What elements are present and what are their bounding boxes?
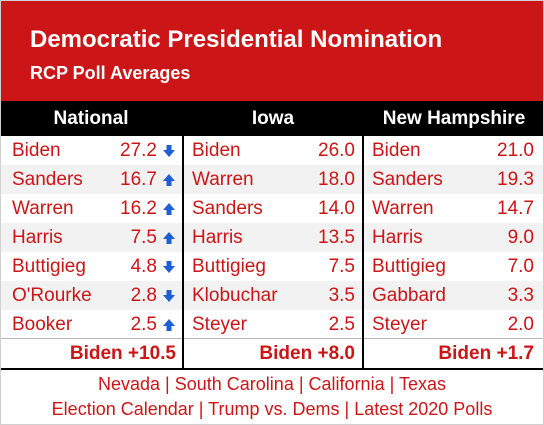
- link-separator: |: [198, 399, 204, 419]
- candidate-name[interactable]: Klobuchar: [192, 285, 278, 306]
- link-separator: |: [389, 374, 395, 394]
- summary-new-hampshire: Biden +1.7: [438, 343, 534, 364]
- poll-value: 16.7: [120, 169, 157, 190]
- poll-value: 16.2: [120, 198, 157, 219]
- footer-links-states: Nevada | South Carolina | California | T…: [0, 374, 544, 395]
- footer-link[interactable]: Nevada: [97, 374, 161, 394]
- footer-links-more: Election Calendar | Trump vs. Dems | Lat…: [0, 399, 544, 420]
- candidate-name[interactable]: O'Rourke: [12, 285, 92, 306]
- candidate-name[interactable]: Biden: [372, 140, 421, 161]
- link-separator: |: [165, 374, 170, 394]
- footer-link[interactable]: South Carolina: [174, 374, 294, 394]
- poll-value: 3.3: [507, 285, 534, 306]
- widget-header: Democratic Presidential Nomination RCP P…: [0, 0, 544, 101]
- footer-link[interactable]: Texas: [398, 374, 447, 394]
- poll-value: 7.0: [507, 256, 534, 277]
- footer-link[interactable]: California: [308, 374, 385, 394]
- table-bottom-rule: [0, 368, 544, 370]
- candidate-name[interactable]: Biden: [192, 140, 241, 161]
- candidate-name[interactable]: Warren: [192, 169, 254, 190]
- poll-value: 7.5: [328, 256, 355, 277]
- candidate-name[interactable]: Buttigieg: [192, 256, 266, 277]
- candidate-name[interactable]: Warren: [12, 198, 74, 219]
- widget-subtitle: RCP Poll Averages: [30, 63, 191, 83]
- candidate-name[interactable]: Buttigieg: [372, 256, 446, 277]
- arrow-up-icon: [163, 203, 175, 215]
- table-row: Harris 7.5 Harris 13.5 Harris 9.0: [0, 223, 544, 252]
- table-row: O'Rourke 2.8 Klobuchar 3.5 Gabbard 3.3: [0, 281, 544, 310]
- candidate-name[interactable]: Sanders: [192, 198, 263, 219]
- poll-value: 2.8: [130, 285, 157, 306]
- candidate-name[interactable]: Sanders: [12, 169, 83, 190]
- footer-link[interactable]: Trump vs. Dems: [208, 399, 340, 419]
- poll-value: 26.0: [318, 140, 355, 161]
- candidate-name[interactable]: Sanders: [372, 169, 443, 190]
- footer-link[interactable]: Latest 2020 Polls: [354, 399, 493, 419]
- poll-value: 4.8: [130, 256, 157, 277]
- summary-national: Biden +10.5: [69, 343, 176, 364]
- summary-divider: [0, 338, 544, 339]
- table-row: Biden 27.2 Biden 26.0 Biden 21.0: [0, 136, 544, 165]
- link-separator: |: [344, 399, 350, 419]
- widget-title: Democratic Presidential Nomination: [30, 26, 443, 53]
- poll-value: 2.0: [507, 314, 534, 335]
- column-heading-iowa[interactable]: Iowa: [184, 101, 362, 136]
- candidate-name[interactable]: Biden: [12, 140, 61, 161]
- poll-value: 14.0: [318, 198, 355, 219]
- arrow-up-icon: [163, 232, 175, 244]
- footer-link[interactable]: Election Calendar: [51, 399, 194, 419]
- poll-value: 9.0: [507, 227, 534, 248]
- poll-value: 2.5: [328, 314, 355, 335]
- column-heading-national[interactable]: National: [0, 101, 182, 136]
- poll-value: 2.5: [130, 314, 157, 335]
- candidate-name[interactable]: Gabbard: [372, 285, 446, 306]
- poll-value: 19.3: [497, 169, 534, 190]
- candidate-name[interactable]: Steyer: [372, 314, 427, 335]
- link-separator: |: [298, 374, 304, 394]
- arrow-down-icon: [163, 145, 175, 157]
- poll-value: 14.7: [497, 198, 534, 219]
- arrow-down-icon: [163, 261, 175, 273]
- table-row: Warren 16.2 Sanders 14.0 Warren 14.7: [0, 194, 544, 223]
- poll-value: 27.2: [120, 140, 157, 161]
- column-divider: [182, 101, 184, 368]
- arrow-down-icon: [163, 290, 175, 302]
- column-divider: [362, 101, 364, 368]
- candidate-name[interactable]: Warren: [372, 198, 434, 219]
- candidate-name[interactable]: Steyer: [192, 314, 247, 335]
- candidate-name[interactable]: Buttigieg: [12, 256, 86, 277]
- arrow-up-icon: [163, 174, 175, 186]
- candidate-name[interactable]: Harris: [12, 227, 63, 248]
- table-row: Sanders 16.7 Warren 18.0 Sanders 19.3: [0, 165, 544, 194]
- summary-iowa: Biden +8.0: [259, 343, 355, 364]
- column-heading-new-hampshire[interactable]: New Hampshire: [364, 101, 544, 136]
- table-row: Buttigieg 4.8 Buttigieg 7.5 Buttigieg 7.0: [0, 252, 544, 281]
- poll-value: 21.0: [497, 140, 534, 161]
- candidate-name[interactable]: Harris: [192, 227, 243, 248]
- arrow-up-icon: [163, 319, 175, 331]
- poll-value: 3.5: [328, 285, 355, 306]
- candidate-name[interactable]: Harris: [372, 227, 423, 248]
- poll-value: 13.5: [318, 227, 355, 248]
- poll-value: 18.0: [318, 169, 355, 190]
- candidate-name[interactable]: Booker: [12, 314, 73, 335]
- table-row: Booker 2.5 Steyer 2.5 Steyer 2.0: [0, 310, 544, 339]
- poll-value: 7.5: [130, 227, 157, 248]
